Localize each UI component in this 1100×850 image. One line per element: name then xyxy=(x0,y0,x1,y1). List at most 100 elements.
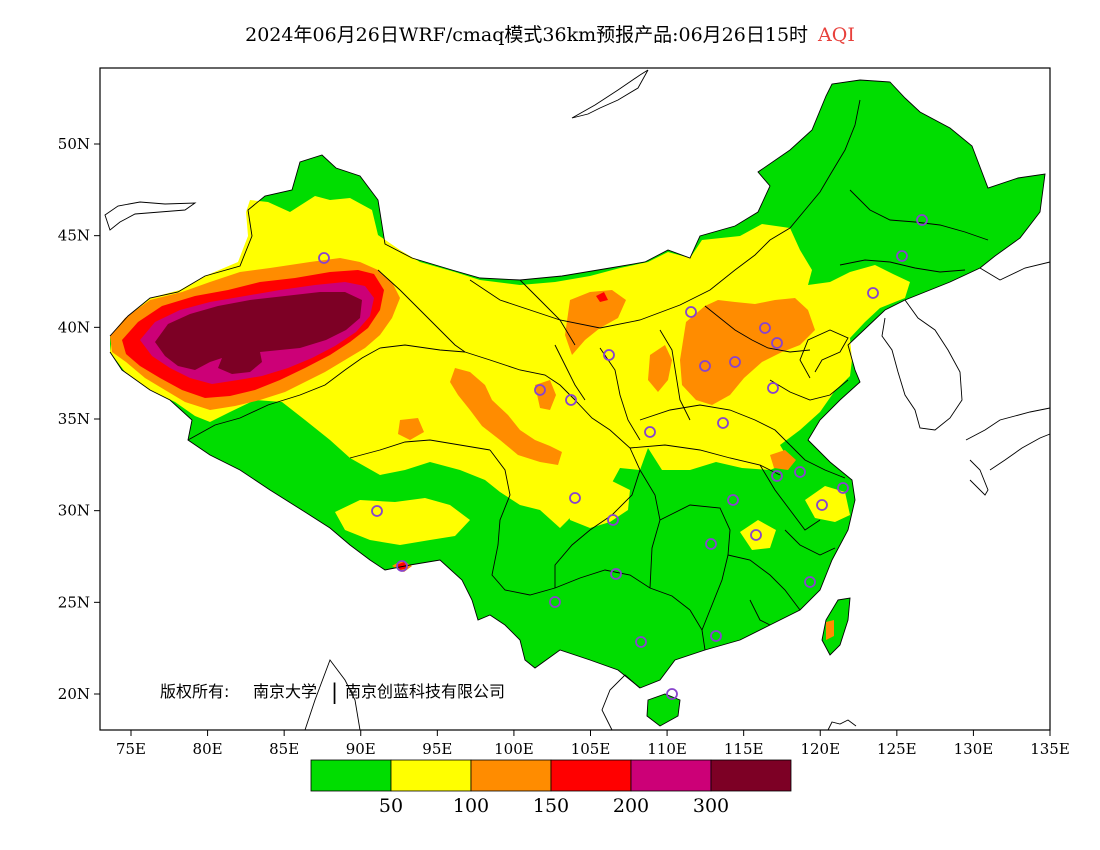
prov-sichuan xyxy=(489,449,556,596)
caspian-fragment xyxy=(104,201,197,231)
sichuan-yellow xyxy=(560,470,630,528)
ningxia-orange xyxy=(535,380,556,410)
coastline-east xyxy=(639,291,926,689)
lon-tick-label: 110E xyxy=(647,740,687,758)
hainan-green xyxy=(647,694,680,726)
lat-tick-label: 50N xyxy=(58,135,90,153)
colorbar-label: 50 xyxy=(379,795,403,817)
colorbar-segment xyxy=(630,759,712,792)
prov-jiangsu xyxy=(789,444,846,479)
colorbar-label: 300 xyxy=(693,795,729,817)
taiwan-green xyxy=(822,598,850,655)
prov-shaanxi xyxy=(599,347,641,441)
colorbar-segment xyxy=(390,759,472,792)
station-marker xyxy=(549,596,561,608)
copyright-label: 版权所有: xyxy=(160,682,229,701)
lon-tick-label: 135E xyxy=(1030,740,1070,758)
axis-ticks: 75E 80E 85E 90E 95E 100E 105E 110E 115E 120E 125E 1… xyxy=(58,135,1070,758)
station-marker xyxy=(771,337,783,349)
colorbar-label: 150 xyxy=(533,795,569,817)
lon-tick-label: 85E xyxy=(269,740,299,758)
station-marker xyxy=(759,322,771,334)
station-marker xyxy=(837,482,849,494)
station-marker xyxy=(644,426,656,438)
station-marker xyxy=(685,306,697,318)
prov-xj-gansu xyxy=(377,269,466,353)
prov-shanxi xyxy=(659,329,691,421)
map-title: 2024年06月26日WRF/cmaq模式36km预报产品:06月26日15时 A… xyxy=(0,20,1100,47)
station-marker xyxy=(396,560,408,572)
prov-gansu-thin xyxy=(519,279,576,346)
map-frame xyxy=(99,67,1051,731)
ne-yellow xyxy=(725,256,766,280)
station-marker xyxy=(816,499,828,511)
colorbar-segment xyxy=(470,759,552,792)
colorbar-segment xyxy=(550,759,632,792)
shanxi-orange xyxy=(648,345,672,392)
lon-tick-label: 95E xyxy=(422,740,452,758)
station-marker xyxy=(635,636,647,648)
copyright-org2: 南京创蓝科技有限公司 xyxy=(345,682,505,701)
station-markers xyxy=(318,214,928,700)
station-marker xyxy=(916,214,928,226)
tibet-yellow xyxy=(335,498,470,545)
colorbar-segment xyxy=(710,759,792,792)
station-marker xyxy=(699,360,711,372)
station-marker xyxy=(607,514,619,526)
national-border xyxy=(109,79,1046,337)
russia-coast xyxy=(979,261,1051,281)
bohai-coast xyxy=(799,329,849,379)
lon-tick-label: 75E xyxy=(116,740,146,758)
station-marker xyxy=(705,538,717,550)
japan-kyushu xyxy=(969,459,989,496)
prov-shandong xyxy=(769,379,849,401)
aqi-fill-layer xyxy=(110,80,1045,726)
boundary-lines xyxy=(104,69,1051,731)
copyright-separator: | xyxy=(331,680,338,705)
station-marker xyxy=(771,470,783,482)
prov-ne-1 xyxy=(849,189,989,241)
title-variable: AQI xyxy=(818,24,855,46)
gansu-orange xyxy=(450,368,562,465)
prov-ningxia xyxy=(554,344,586,401)
lon-tick-label: 90E xyxy=(346,740,376,758)
gansu-red xyxy=(596,292,608,302)
station-marker xyxy=(565,394,577,406)
prov-tibet-qh xyxy=(349,439,491,459)
japan-coast xyxy=(989,433,1051,471)
lat-tick-label: 30N xyxy=(58,502,90,520)
lat-tick-label: 45N xyxy=(58,227,90,245)
prov-hebei xyxy=(704,305,811,353)
copyright-org1: 南京大学 xyxy=(253,682,317,701)
prov-yunnan-gz xyxy=(554,569,691,611)
colorbar-segment xyxy=(310,759,392,792)
station-marker xyxy=(767,382,779,394)
xinjiang-n-yellow xyxy=(298,222,330,254)
station-marker xyxy=(727,494,739,506)
inner-mongolia-orange xyxy=(565,290,626,355)
prov-hubei xyxy=(629,444,781,476)
prov-qh-gs xyxy=(464,351,576,401)
prov-gd-fj xyxy=(749,599,771,626)
lon-tick-label: 100E xyxy=(494,740,534,758)
hainan-coast xyxy=(646,693,681,727)
station-marker xyxy=(569,492,581,504)
station-marker xyxy=(750,529,762,541)
vietnam-coast xyxy=(601,674,641,731)
title-main: 2024年06月26日WRF/cmaq模式36km预报产品:06月26日15时 xyxy=(245,24,809,46)
taiwan-orange xyxy=(826,620,834,640)
copyright-notice: 版权所有: 南京大学 | 南京创蓝科技有限公司 xyxy=(160,680,505,705)
station-marker xyxy=(717,417,729,429)
station-marker xyxy=(794,466,806,478)
station-marker xyxy=(371,505,383,517)
station-marker xyxy=(729,356,741,368)
lat-tick-label: 35N xyxy=(58,410,90,428)
prov-ne-2 xyxy=(839,259,966,273)
station-marker xyxy=(534,384,546,396)
prov-sichuan-e xyxy=(554,399,641,588)
prov-zhejiang xyxy=(784,529,836,556)
lon-tick-label: 80E xyxy=(193,740,223,758)
lon-tick-label: 130E xyxy=(954,740,994,758)
lon-tick-label: 125E xyxy=(877,740,917,758)
